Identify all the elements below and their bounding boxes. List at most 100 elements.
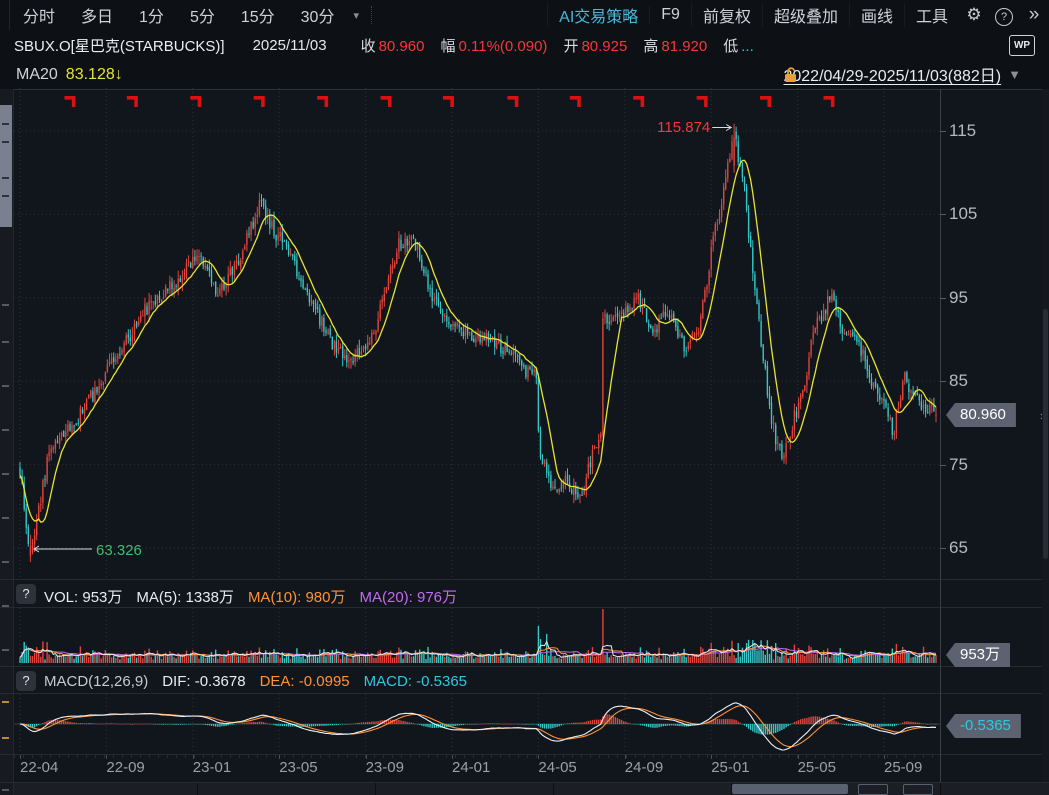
sidebar-item-fragment: [2, 517, 9, 519]
period-tab-2[interactable]: 多日: [81, 9, 114, 26]
svg-text:63.326: 63.326: [96, 542, 142, 559]
toolbar-actions: AI交易策略 F9 前复权 超级叠加 画线 工具: [547, 0, 959, 30]
quote-fields: 收 80.960 幅 0.11%(0.090) 开 80.925 高 81.920 低...: [345, 35, 754, 56]
price-tick-label: 65: [949, 538, 968, 557]
scroll-zoom-out-button[interactable]: [858, 784, 888, 795]
time-tick-label: 25-09: [884, 759, 923, 776]
time-tick-label: 22-09: [106, 759, 145, 776]
time-tick-label: 25-05: [797, 759, 836, 776]
panel-divider: [0, 607, 1049, 608]
price-tick-label: 85: [949, 371, 968, 391]
volume-value-2: MA(5): 1338万: [136, 589, 234, 606]
quote-date: 2025/11/03: [252, 36, 327, 54]
price-tick: [940, 381, 946, 383]
scroll-zoom-in-button[interactable]: [903, 784, 933, 795]
quote-field-value: 81.920: [661, 37, 708, 55]
price-tick: [940, 297, 946, 299]
sidebar-item-fragment: [2, 341, 9, 343]
macd-help-icon[interactable]: ?: [16, 671, 36, 691]
period-tab-5[interactable]: 15分: [240, 9, 275, 26]
time-tick-label: 24-09: [624, 759, 664, 776]
toolbar-button-3[interactable]: 前复权: [690, 3, 762, 27]
time-tick-label: 24-05: [538, 759, 577, 776]
panel-divider: [0, 782, 1049, 783]
sidebar-item-fragment: [2, 701, 9, 703]
panel-divider: [0, 666, 1049, 667]
expand-more-icon[interactable]: »: [1028, 4, 1040, 25]
time-tick-label: 23-05: [279, 759, 318, 776]
sidebar-item-fragment: [2, 429, 9, 431]
period-tab-3[interactable]: 1分: [139, 9, 164, 26]
candlestick-chart[interactable]: 115.874 63.326: [14, 88, 940, 579]
sidebar-item-fragment: [2, 473, 9, 475]
price-tick-label: 95: [949, 287, 968, 307]
macd-chart[interactable]: [14, 694, 940, 754]
range-dropdown-icon: ▼: [1008, 66, 1021, 82]
symbol-name[interactable]: SBUX.O[星巴克(STARBUCKS)]: [14, 37, 225, 55]
settings-gear-icon[interactable]: ⚙: [966, 5, 982, 24]
chart-toolbar: 分时 多日 1分 5分 15分 30分 ▾ AI交易策略 F9 前复权 超级叠加 画线 工具 ⚙ ?…: [0, 0, 1049, 31]
volume-value-3: MA(10): 980万: [247, 589, 346, 606]
toolbar-clipped-item[interactable]: [0, 0, 10, 30]
quote-field-value: 80.960: [378, 37, 425, 55]
period-tabs: 分时 多日 1分 5分 15分 30分: [10, 3, 347, 27]
panel-divider: [0, 579, 1049, 580]
left-sidebar-strip[interactable]: [0, 89, 14, 795]
quote-field-value: 80.925: [581, 37, 628, 55]
price-axis-line: [940, 89, 941, 782]
volume-value-4: MA(20): 976万: [359, 589, 458, 606]
quote-field-label: 幅: [440, 37, 456, 55]
ma-value: 83.128↓: [65, 65, 123, 83]
toolbar-button-1[interactable]: AI交易策略: [547, 3, 649, 27]
vertical-scrollbar-thumb[interactable]: [1043, 309, 1048, 559]
help-icon[interactable]: ?: [989, 5, 1019, 26]
period-tab-4[interactable]: 5分: [189, 9, 215, 26]
sidebar-item-fragment: [2, 141, 9, 143]
macd-value-4: MACD: -0.5365: [363, 673, 468, 690]
quote-field-label: 开: [563, 37, 579, 55]
price-tick: [940, 548, 946, 549]
sidebar-item-fragment: [2, 561, 9, 563]
period-dropdown-caret[interactable]: ▾: [353, 9, 359, 22]
price-tick: [940, 464, 946, 466]
horizontal-scrollbar[interactable]: [14, 783, 1049, 795]
panel-divider: [0, 754, 1049, 755]
macd-badge: -0.5365: [946, 714, 1021, 738]
toolbar-button-4[interactable]: 超级叠加: [761, 3, 849, 27]
wp-window-icon[interactable]: WP: [1009, 34, 1035, 56]
period-tab-1[interactable]: 分时: [23, 9, 56, 26]
volume-indicator-values: VOL: 953万 MA(5): 1338万 MA(10): 980万 MA(20):…: [44, 586, 471, 607]
sidebar-item-fragment: [2, 123, 9, 125]
time-tick-label: 22-04: [20, 759, 59, 776]
price-tick: [940, 131, 946, 132]
price-tick-label: 105: [949, 204, 978, 224]
quote-field-value: ...: [741, 37, 754, 55]
volume-chart[interactable]: [14, 608, 940, 665]
toolbar-button-2[interactable]: F9: [649, 6, 691, 24]
toolbar-separator: [371, 6, 373, 24]
vertical-scrollbar[interactable]: [1042, 89, 1049, 782]
date-range-selector[interactable]: 2022/04/29-2025/11/03(882日) ▼: [783, 62, 1021, 86]
price-tick-label: 115: [949, 121, 977, 140]
toolbar-button-5[interactable]: 画线: [848, 3, 904, 27]
time-tick-label: 23-01: [192, 759, 232, 776]
volume-help-icon[interactable]: ?: [16, 584, 36, 604]
stock-info-bar: SBUX.O[星巴克(STARBUCKS)] 2025/11/03 收 80.96…: [0, 30, 1049, 60]
unlocked-padlock-icon[interactable]: [783, 66, 799, 83]
sidebar-item-fragment: [2, 385, 9, 387]
time-tick-label: 24-01: [452, 759, 491, 776]
volume-value-1: VOL: 953万: [44, 589, 123, 606]
scrollbar-thumb[interactable]: [732, 784, 848, 794]
sidebar-item-fragment: [2, 737, 9, 739]
volume-badge: 953万: [946, 643, 1011, 667]
period-tab-6[interactable]: 30分: [300, 9, 335, 26]
price-tick: [940, 214, 946, 216]
toolbar-button-6[interactable]: 工具: [903, 3, 959, 27]
time-axis-ticks: [14, 755, 940, 758]
sidebar-item-fragment: [2, 195, 9, 197]
panel-divider: [0, 693, 1049, 694]
ma-indicator-bar: MA20 83.128↓: [0, 60, 1049, 90]
macd-indicator-values: MACD(12,26,9) DIF: -0.3678 DEA: -0.0995 MAC…: [44, 673, 481, 690]
sidebar-item-fragment: [2, 605, 9, 607]
